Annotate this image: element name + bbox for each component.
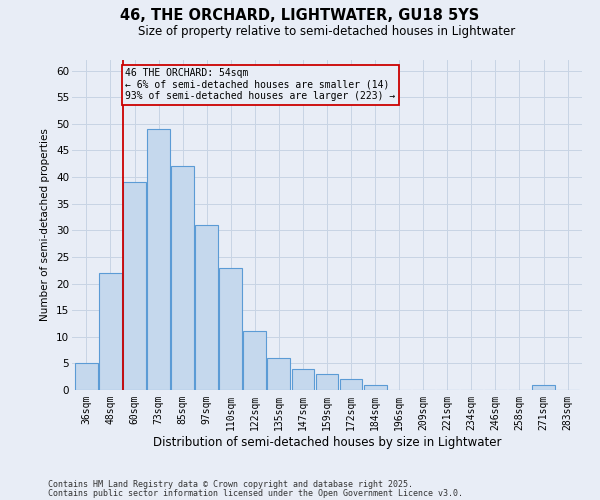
Bar <box>244 332 266 390</box>
Bar <box>75 364 98 390</box>
Bar <box>147 129 170 390</box>
Text: 46, THE ORCHARD, LIGHTWATER, GU18 5YS: 46, THE ORCHARD, LIGHTWATER, GU18 5YS <box>121 8 479 22</box>
Bar <box>364 384 386 390</box>
Text: Contains HM Land Registry data © Crown copyright and database right 2025.: Contains HM Land Registry data © Crown c… <box>48 480 413 489</box>
Bar <box>316 374 338 390</box>
Text: Contains public sector information licensed under the Open Government Licence v3: Contains public sector information licen… <box>48 489 463 498</box>
Title: Size of property relative to semi-detached houses in Lightwater: Size of property relative to semi-detach… <box>139 25 515 38</box>
Bar <box>99 273 122 390</box>
Bar <box>268 358 290 390</box>
Bar <box>532 384 555 390</box>
Text: 46 THE ORCHARD: 54sqm
← 6% of semi-detached houses are smaller (14)
93% of semi-: 46 THE ORCHARD: 54sqm ← 6% of semi-detac… <box>125 68 395 101</box>
Bar <box>340 380 362 390</box>
Bar <box>220 268 242 390</box>
Bar <box>123 182 146 390</box>
Bar <box>292 368 314 390</box>
X-axis label: Distribution of semi-detached houses by size in Lightwater: Distribution of semi-detached houses by … <box>153 436 501 448</box>
Bar <box>195 225 218 390</box>
Y-axis label: Number of semi-detached properties: Number of semi-detached properties <box>40 128 50 322</box>
Bar <box>171 166 194 390</box>
